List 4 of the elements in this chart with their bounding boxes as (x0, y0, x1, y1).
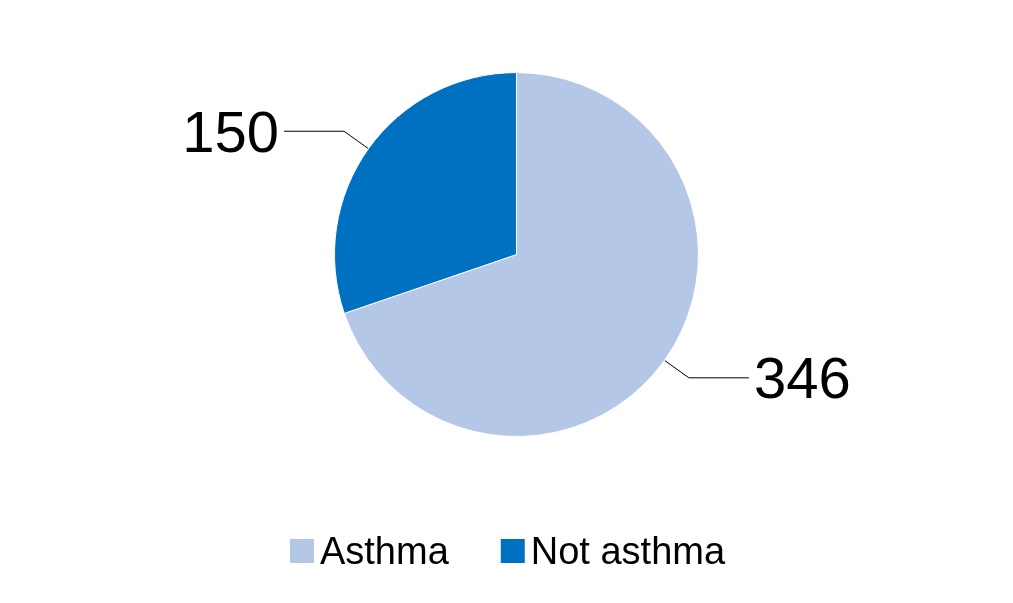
data-label: 346 (753, 345, 851, 411)
data-label: 150 (182, 98, 280, 164)
legend-label: Not asthma (530, 530, 726, 572)
legend-label: Asthma (319, 530, 450, 572)
